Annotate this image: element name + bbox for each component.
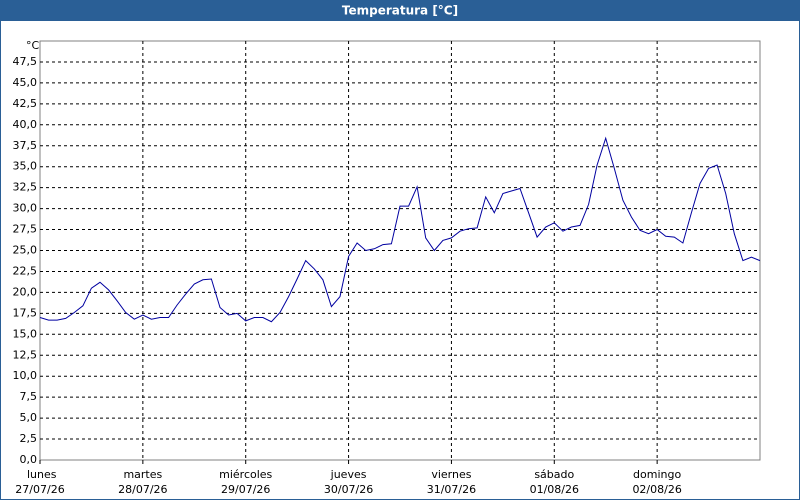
y-tick-label: 47,5 [13, 55, 38, 68]
y-tick-label: 2,5 [20, 432, 38, 445]
y-unit: °C [26, 39, 40, 52]
y-tick-label: 17,5 [13, 306, 38, 319]
y-tick-label: 42,5 [13, 97, 38, 110]
y-tick-label: 12,5 [13, 348, 38, 361]
x-tick-label: 27/07/26 [15, 483, 64, 496]
y-tick-label: 32,5 [13, 181, 38, 194]
x-tick-label: 29/07/26 [221, 483, 270, 496]
y-tick-label: 22,5 [13, 264, 38, 277]
y-tick-label: 7,5 [20, 390, 38, 403]
y-tick-label: 40,0 [13, 118, 38, 131]
x-tick-label: sábado [534, 468, 574, 481]
x-tick-label: martes [123, 468, 162, 481]
x-tick-label: lunes [27, 468, 57, 481]
x-tick-label: 31/07/26 [427, 483, 476, 496]
y-tick-label: 37,5 [13, 139, 38, 152]
y-tick-label: 30,0 [13, 202, 38, 215]
y-tick-label: 25,0 [13, 244, 38, 257]
line-series [39, 136, 761, 323]
y-tick-label: 5,0 [20, 411, 38, 424]
y-tick-label: 15,0 [13, 327, 38, 340]
x-tick-label: viernes [431, 468, 471, 481]
y-tick-label: 45,0 [13, 76, 38, 89]
x-tick-label: 28/07/26 [118, 483, 167, 496]
y-tick-label: 20,0 [13, 285, 38, 298]
title-bar [0, 0, 800, 21]
chart-title: Temperatura [°C] [342, 4, 458, 18]
y-tick-label: 0,0 [20, 453, 38, 466]
x-tick-label: miércoles [219, 468, 272, 481]
x-tick-label: 30/07/26 [324, 483, 373, 496]
x-tick-label: domingo [633, 468, 681, 481]
y-tick-label: 35,0 [13, 160, 38, 173]
x-tick-label: jueves [330, 468, 367, 481]
y-tick-label: 10,0 [13, 369, 38, 382]
y-tick-label: 27,5 [13, 223, 38, 236]
x-tick-label: 01/08/26 [530, 483, 579, 496]
x-tick-label: 02/08/26 [632, 483, 681, 496]
